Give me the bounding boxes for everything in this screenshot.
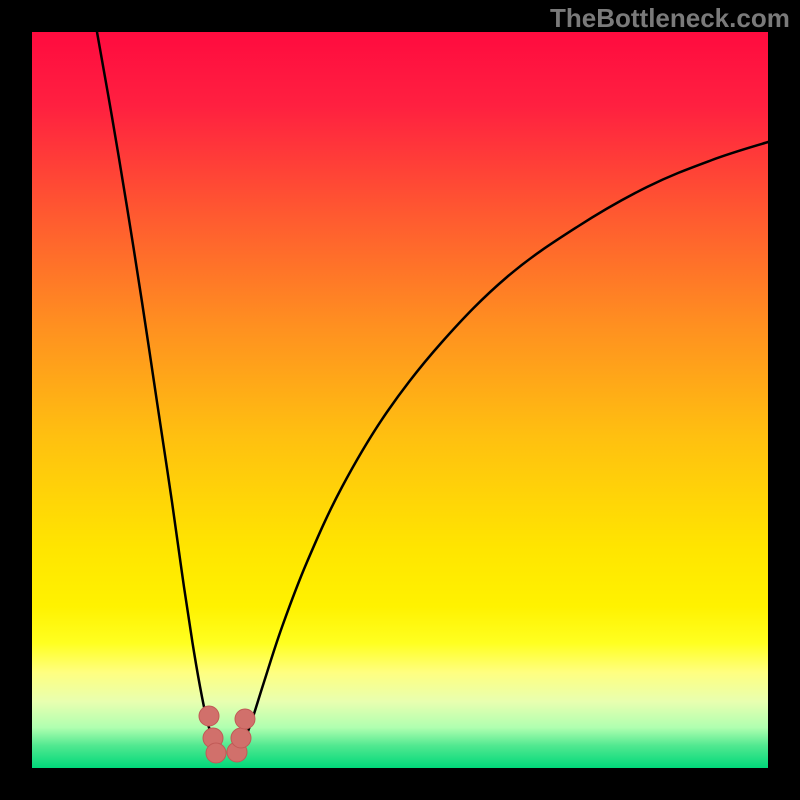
watermark-text: TheBottleneck.com [550,3,790,34]
marker-dot [235,709,255,729]
plot-area [32,32,768,768]
marker-dot [199,706,219,726]
marker-group [199,706,255,763]
curve-layer [32,32,768,768]
curve-right-branch [244,142,768,742]
marker-dot [231,728,251,748]
curve-left-branch [97,32,214,742]
marker-dot [206,743,226,763]
